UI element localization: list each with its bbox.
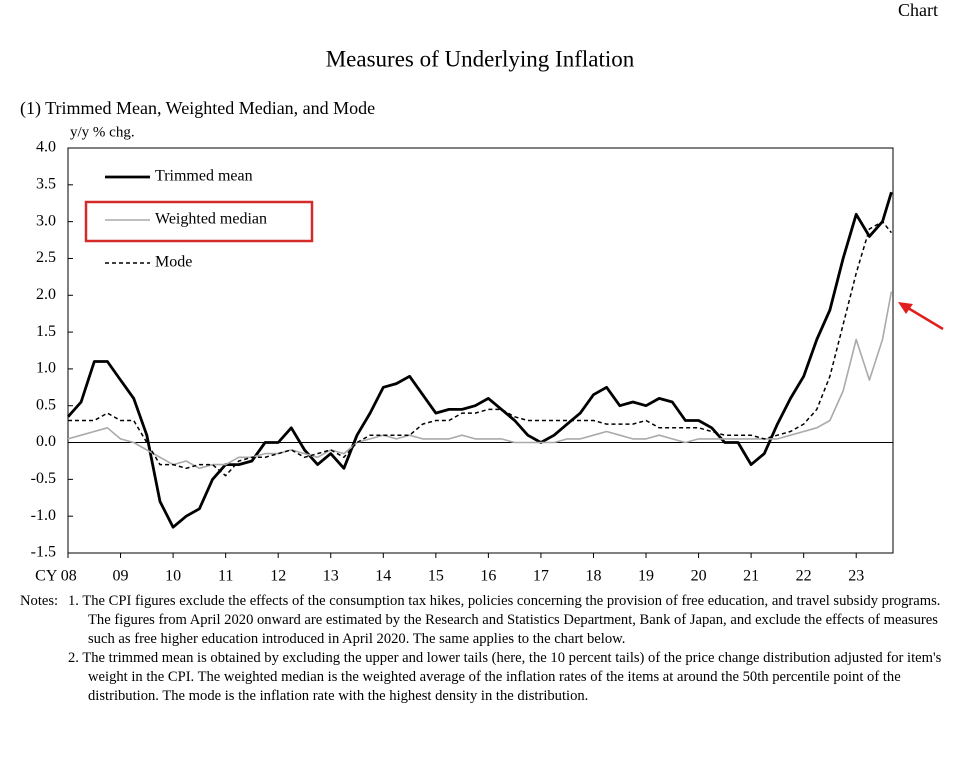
- notes-heading: Notes:: [20, 593, 59, 609]
- series-line: [67, 291, 893, 470]
- x-tick-label: 22: [796, 568, 812, 585]
- x-tick-label: 14: [375, 568, 391, 585]
- legend-label: Weighted median: [155, 211, 267, 228]
- y-tick-label: -0.5: [31, 470, 56, 487]
- corner-label: Chart: [898, 0, 938, 20]
- y-tick-label: -1.0: [31, 507, 56, 524]
- y-tick-label: -1.5: [31, 544, 56, 561]
- x-tick-label: 23: [848, 568, 864, 585]
- y-tick-label: 3.0: [36, 212, 56, 229]
- arrow-shaft: [902, 303, 944, 331]
- note: 1. The CPI figures exclude the effects o…: [68, 593, 941, 647]
- chart-title: Measures of Underlying Inflation: [326, 46, 635, 71]
- y-axis-label: y/y % chg.: [70, 124, 135, 140]
- x-tick-label: 09: [113, 568, 129, 585]
- series-line: [66, 191, 893, 529]
- x-tick-label: 21: [743, 568, 759, 585]
- y-tick-label: 1.0: [36, 360, 56, 377]
- x-tick-label: 16: [480, 568, 496, 585]
- x-tick-label: 18: [585, 568, 601, 585]
- x-tick-label: 15: [428, 568, 444, 585]
- legend-label: Trimmed mean: [155, 168, 253, 185]
- y-tick-label: 1.5: [36, 323, 56, 340]
- x-tick-label: 17: [533, 568, 549, 585]
- note: 2. The trimmed mean is obtained by exclu…: [68, 650, 942, 704]
- x-tick-label: 19: [638, 568, 654, 585]
- x-tick-label: 20: [691, 568, 707, 585]
- y-tick-label: 4.0: [36, 139, 56, 156]
- plot-frame: [67, 147, 894, 554]
- x-tick-label: CY 08: [35, 568, 77, 585]
- legend-label: Mode: [155, 254, 192, 271]
- x-tick-label: 13: [323, 568, 339, 585]
- y-tick-label: 0.5: [36, 396, 56, 413]
- chart-subtitle: (1) Trimmed Mean, Weighted Median, and M…: [20, 98, 375, 119]
- x-tick-label: 11: [218, 568, 233, 585]
- arrow-head: [898, 302, 913, 314]
- y-tick-label: 2.0: [36, 286, 56, 303]
- series-line: [68, 220, 892, 477]
- notes: Notes: 1. The CPI figures exclude the ef…: [20, 592, 960, 706]
- y-tick-label: 0.0: [36, 433, 56, 450]
- y-tick-label: 3.5: [36, 175, 56, 192]
- y-tick-label: 2.5: [36, 249, 56, 266]
- chart: Chart Measures of Underlying Inflation (…: [20, 0, 944, 585]
- x-tick-label: 12: [270, 568, 286, 585]
- x-tick-label: 10: [165, 568, 181, 585]
- highlight-box: [84, 200, 314, 243]
